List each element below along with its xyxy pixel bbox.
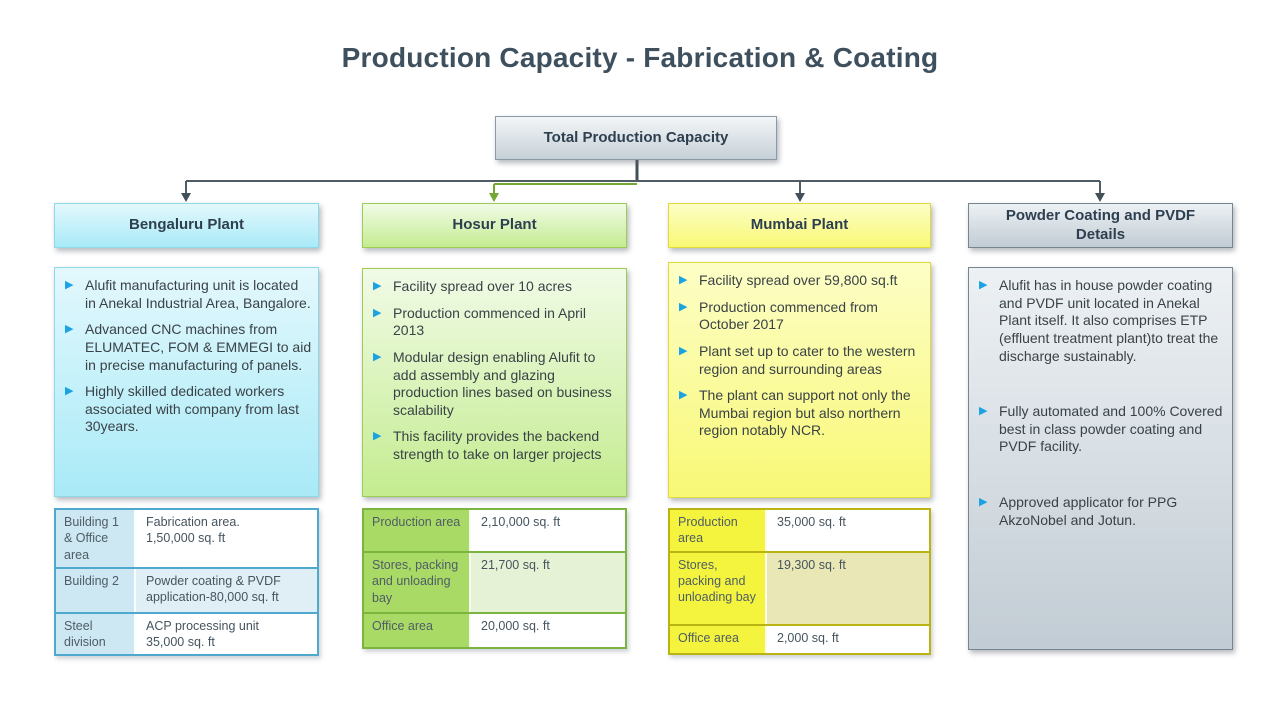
table-value-cell: 19,300 sq. ft (767, 553, 929, 624)
table-label-cell: Steel division (56, 614, 136, 655)
bullet-item: ▶ Plant set up to cater to the western r… (677, 343, 924, 378)
plant-header-label: Bengaluru Plant (129, 216, 244, 235)
page-title: Production Capacity - Fabrication & Coat… (0, 42, 1280, 74)
table-value-cell: 2,000 sq. ft (767, 626, 929, 653)
bullet-item: ▶ Modular design enabling Alufit to add … (371, 349, 620, 420)
plant-area-table-hosur: Production area 2,10,000 sq. ft Stores, … (362, 508, 627, 649)
bullet-text: Approved applicator for PPG AkzoNobel an… (999, 494, 1226, 529)
bullet-text: Advanced CNC machines from ELUMATEC, FOM… (85, 321, 312, 374)
bullet-item: ▶ Approved applicator for PPG AkzoNobel … (977, 494, 1226, 529)
bullet-text: Facility spread over 59,800 sq.ft (699, 272, 897, 290)
bullet-text: Facility spread over 10 acres (393, 278, 572, 296)
table-row: Office area 20,000 sq. ft (364, 612, 625, 647)
arrow-down-icon (1095, 193, 1105, 202)
triangle-bullet-icon: ▶ (679, 272, 693, 290)
bullet-text: Plant set up to cater to the western reg… (699, 343, 924, 378)
root-node: Total Production Capacity (495, 116, 777, 160)
plant-notes-bengaluru: ▶ Alufit manufacturing unit is located i… (54, 267, 319, 497)
arrow-down-icon (795, 193, 805, 202)
bullet-text: Production commenced in April 2013 (393, 305, 620, 340)
table-row: Steel division ACP processing unit 35,00… (56, 612, 317, 655)
table-value-cell: 35,000 sq. ft (767, 510, 929, 551)
arrow-down-icon (181, 193, 191, 202)
arrow-down-icon (489, 193, 499, 202)
bullet-item: ▶ Facility spread over 10 acres (371, 278, 620, 296)
plant-header-powder-coating: Powder Coating and PVDF Details (968, 203, 1233, 248)
triangle-bullet-icon: ▶ (979, 403, 993, 456)
table-label-cell: Stores, packing and unloading bay (670, 553, 767, 624)
triangle-bullet-icon: ▶ (373, 428, 387, 463)
table-value-cell: Fabrication area. 1,50,000 sq. ft (136, 510, 317, 567)
table-value-cell: Powder coating & PVDF application-80,000… (136, 569, 317, 612)
triangle-bullet-icon: ▶ (373, 278, 387, 296)
table-row: Building 1 & Office area Fabrication are… (56, 510, 317, 567)
plant-area-table-mumbai: Production area 35,000 sq. ft Stores, pa… (668, 508, 931, 655)
triangle-bullet-icon: ▶ (679, 343, 693, 378)
plant-header-bengaluru: Bengaluru Plant (54, 203, 319, 248)
plant-notes-mumbai: ▶ Facility spread over 59,800 sq.ft ▶ Pr… (668, 262, 931, 498)
bullet-text: Production commenced from October 2017 (699, 299, 924, 334)
triangle-bullet-icon: ▶ (65, 277, 79, 312)
triangle-bullet-icon: ▶ (979, 494, 993, 529)
table-row: Stores, packing and unloading bay 21,700… (364, 551, 625, 612)
triangle-bullet-icon: ▶ (979, 277, 993, 365)
table-label-cell: Production area (364, 510, 471, 551)
table-row: Production area 35,000 sq. ft (670, 510, 929, 551)
table-row: Production area 2,10,000 sq. ft (364, 510, 625, 551)
table-value-cell: 21,700 sq. ft (471, 553, 625, 612)
table-label-cell: Office area (364, 614, 471, 647)
table-value-cell: 2,10,000 sq. ft (471, 510, 625, 551)
bullet-item: ▶ Production commenced from October 2017 (677, 299, 924, 334)
bullet-text: Fully automated and 100% Covered best in… (999, 403, 1226, 456)
triangle-bullet-icon: ▶ (679, 299, 693, 334)
plant-header-label: Hosur Plant (452, 216, 536, 235)
bullet-item: ▶ Highly skilled dedicated workers assoc… (63, 383, 312, 436)
table-label-cell: Building 1 & Office area (56, 510, 136, 567)
bullet-text: Modular design enabling Alufit to add as… (393, 349, 620, 420)
plant-header-hosur: Hosur Plant (362, 203, 627, 248)
plant-notes-hosur: ▶ Facility spread over 10 acres ▶ Produc… (362, 268, 627, 497)
plant-header-label: Mumbai Plant (751, 216, 849, 235)
bullet-text: Alufit manufacturing unit is located in … (85, 277, 312, 312)
table-label-cell: Office area (670, 626, 767, 653)
bullet-text: Alufit has in house powder coating and P… (999, 277, 1226, 365)
root-node-label: Total Production Capacity (544, 129, 729, 148)
table-row: Office area 2,000 sq. ft (670, 624, 929, 653)
table-value-cell: ACP processing unit 35,000 sq. ft (136, 614, 317, 655)
triangle-bullet-icon: ▶ (679, 387, 693, 440)
bullet-item: ▶ Alufit manufacturing unit is located i… (63, 277, 312, 312)
triangle-bullet-icon: ▶ (373, 349, 387, 420)
table-value-cell: 20,000 sq. ft (471, 614, 625, 647)
plant-header-label: Powder Coating and PVDF Details (983, 207, 1218, 245)
triangle-bullet-icon: ▶ (65, 383, 79, 436)
bullet-item: ▶ Facility spread over 59,800 sq.ft (677, 272, 924, 290)
table-row: Building 2 Powder coating & PVDF applica… (56, 567, 317, 612)
triangle-bullet-icon: ▶ (373, 305, 387, 340)
triangle-bullet-icon: ▶ (65, 321, 79, 374)
bullet-text: Highly skilled dedicated workers associa… (85, 383, 312, 436)
table-row: Stores, packing and unloading bay 19,300… (670, 551, 929, 624)
bullet-item: ▶ Production commenced in April 2013 (371, 305, 620, 340)
table-label-cell: Stores, packing and unloading bay (364, 553, 471, 612)
plant-notes-powder-coating: ▶ Alufit has in house powder coating and… (968, 267, 1233, 650)
bullet-item: ▶ Alufit has in house powder coating and… (977, 277, 1226, 365)
bullet-item: ▶ This facility provides the backend str… (371, 428, 620, 463)
plant-area-table-bengaluru: Building 1 & Office area Fabrication are… (54, 508, 319, 656)
table-label-cell: Production area (670, 510, 767, 551)
bullet-item: ▶ Fully automated and 100% Covered best … (977, 403, 1226, 456)
bullet-item: ▶ Advanced CNC machines from ELUMATEC, F… (63, 321, 312, 374)
bullet-text: The plant can support not only the Mumba… (699, 387, 924, 440)
slide: Production Capacity - Fabrication & Coat… (0, 0, 1280, 720)
bullet-text: This facility provides the backend stren… (393, 428, 620, 463)
plant-header-mumbai: Mumbai Plant (668, 203, 931, 248)
bullet-item: ▶ The plant can support not only the Mum… (677, 387, 924, 440)
table-label-cell: Building 2 (56, 569, 136, 612)
